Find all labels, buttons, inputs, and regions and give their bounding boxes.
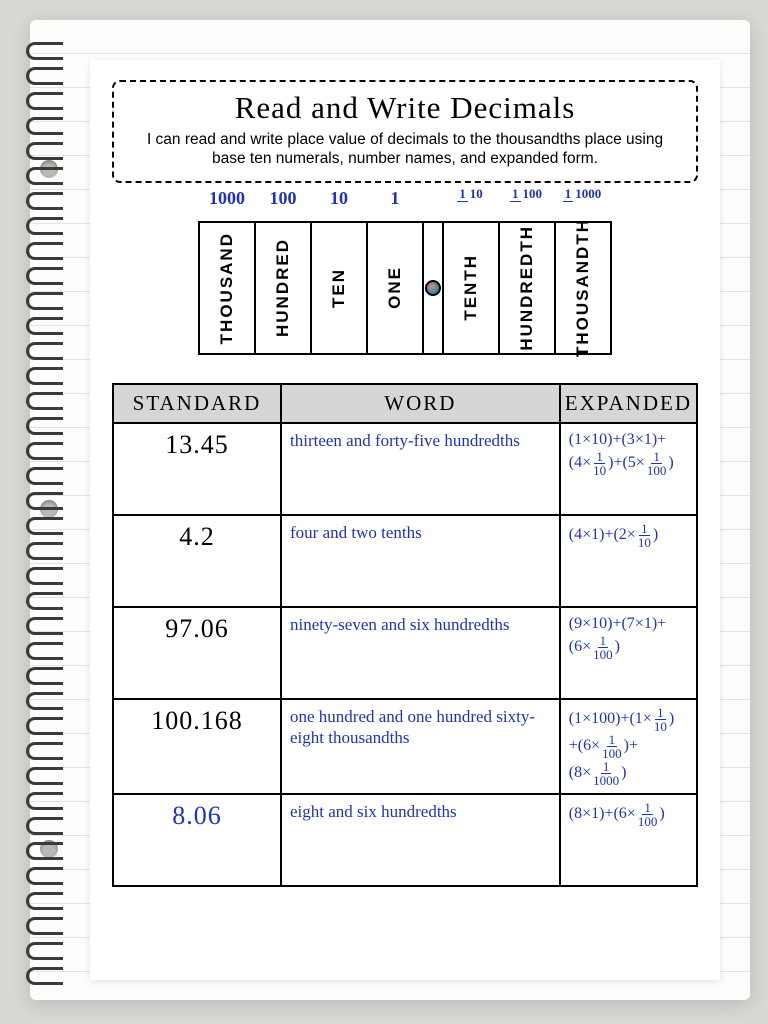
- cell-expanded: (9×10)+(7×1)+(6×1100): [560, 607, 697, 699]
- title-box: Read and Write Decimals I can read and w…: [112, 80, 698, 183]
- worksheet-sheet: Read and Write Decimals I can read and w…: [90, 60, 720, 980]
- cell-expanded: (1×100)+(1×110)+(6×1100)+(8×11000): [560, 699, 697, 794]
- place-value-top-label: 1100: [500, 189, 554, 207]
- place-value-top-label: 11000: [556, 189, 610, 207]
- place-value-cell: 11000THOUSANDTH: [556, 223, 610, 353]
- cell-expanded: (4×1)+(2×110): [560, 515, 697, 607]
- place-value-cell: 1ONE: [368, 223, 424, 353]
- place-value-cell: 110TENTH: [444, 223, 500, 353]
- table-row: 8.06eight and six hundredths(8×1)+(6×110…: [113, 794, 697, 886]
- col-header-expanded: EXPANDED: [560, 384, 697, 423]
- place-value-cell: 10TEN: [312, 223, 368, 353]
- place-value-cell: 1000THOUSAND: [200, 223, 256, 353]
- table-row: 97.06ninety-seven and six hundredths(9×1…: [113, 607, 697, 699]
- place-value-strip: 1000THOUSAND100HUNDRED10TEN1ONE110TENTH1…: [112, 221, 698, 355]
- place-value-name: TEN: [329, 268, 349, 308]
- place-value-cell: 100HUNDRED: [256, 223, 312, 353]
- place-value-name: HUNDREDTH: [517, 225, 537, 351]
- cell-word: eight and six hundredths: [281, 794, 560, 886]
- cell-standard: 100.168: [113, 699, 281, 794]
- place-value-name: ONE: [385, 266, 405, 309]
- cell-standard: 97.06: [113, 607, 281, 699]
- table-row: 13.45thirteen and forty-five hundredths(…: [113, 423, 697, 515]
- cell-standard: 4.2: [113, 515, 281, 607]
- cell-standard: 13.45: [113, 423, 281, 515]
- place-value-top-label: 110: [444, 189, 498, 207]
- cell-word: four and two tenths: [281, 515, 560, 607]
- decimal-point-icon: [425, 280, 441, 296]
- place-value-top-label: 100: [256, 189, 310, 207]
- place-value-top-label: 1000: [200, 189, 254, 207]
- place-value-name: THOUSAND: [217, 232, 237, 344]
- cell-expanded: (8×1)+(6×1100): [560, 794, 697, 886]
- place-value-name: TENTH: [461, 254, 481, 321]
- col-header-standard: STANDARD: [113, 384, 281, 423]
- notebook-page: Read and Write Decimals I can read and w…: [30, 20, 750, 1000]
- place-value-name: HUNDRED: [273, 238, 293, 337]
- place-value-name: THOUSANDTH: [573, 218, 593, 357]
- col-header-word: WORD: [281, 384, 560, 423]
- decimals-table: STANDARD WORD EXPANDED 13.45thirteen and…: [112, 383, 698, 887]
- spiral-binding: [26, 42, 66, 1002]
- worksheet-title: Read and Write Decimals: [128, 90, 682, 126]
- learning-objective: I can read and write place value of deci…: [128, 130, 682, 169]
- cell-word: ninety-seven and six hundredths: [281, 607, 560, 699]
- cell-expanded: (1×10)+(3×1)+(4×110)+(5×1100): [560, 423, 697, 515]
- cell-standard: 8.06: [113, 794, 281, 886]
- place-value-top-label: 10: [312, 189, 366, 207]
- cell-word: thirteen and forty-five hundredths: [281, 423, 560, 515]
- decimal-point-cell: [424, 223, 444, 353]
- place-value-top-label: 1: [368, 189, 422, 207]
- place-value-cell: 1100HUNDREDTH: [500, 223, 556, 353]
- table-row: 100.168one hundred and one hundred sixty…: [113, 699, 697, 794]
- table-row: 4.2four and two tenths(4×1)+(2×110): [113, 515, 697, 607]
- cell-word: one hundred and one hundred sixty-eight …: [281, 699, 560, 794]
